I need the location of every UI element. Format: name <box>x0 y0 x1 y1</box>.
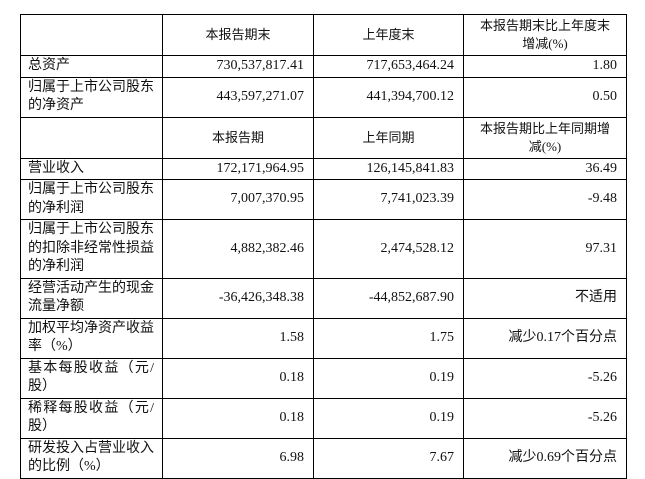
current-period-cell: -36,426,348.38 <box>162 277 314 319</box>
row-label-cell: 归属于上市公司股东的净资产 <box>20 76 163 118</box>
prior-period-cell: 126,145,841.83 <box>313 157 464 180</box>
prior-period-cell: 717,653,464.24 <box>313 55 464 78</box>
table-row: 基本每股收益（元/股） 0.18 0.19 -5.26 <box>20 357 627 399</box>
report-page: 本报告期末 上年度末 本报告期末比上年度末 增减(%) 总资产 730,537,… <box>20 14 627 479</box>
current-period-cell: 6.98 <box>162 437 314 479</box>
table-row: 稀释每股收益（元/股） 0.18 0.19 -5.26 <box>20 397 627 439</box>
table-row: 总资产 730,537,817.41 717,653,464.24 1.80 <box>20 55 627 78</box>
prior-period-cell: 0.19 <box>313 357 464 399</box>
current-period-cell: 443,597,271.07 <box>162 76 314 118</box>
prior-period-cell: 441,394,700.12 <box>313 76 464 118</box>
row-label-cell: 总资产 <box>20 55 163 78</box>
current-period-cell: 730,537,817.41 <box>162 55 314 78</box>
current-period-header: 本报告期末 <box>162 14 314 56</box>
change-cell: 减少0.69个百分点 <box>463 437 627 479</box>
change-cell: 减少0.17个百分点 <box>463 317 627 359</box>
prior-period-header: 上年度末 <box>313 14 464 56</box>
key-financials-table: 本报告期末 上年度末 本报告期末比上年度末 增减(%) 总资产 730,537,… <box>20 14 627 479</box>
change-header: 本报告期末比上年度末 增减(%) <box>463 14 627 56</box>
current-period-cell: 1.58 <box>162 317 314 359</box>
change-header: 本报告期比上年同期增 减(%) <box>463 116 627 159</box>
row-label-cell: 研发投入占营业收入的比例（%） <box>20 437 163 479</box>
row-label-cell: 经营活动产生的现金流量净额 <box>20 277 163 319</box>
change-cell: -9.48 <box>463 179 627 220</box>
current-period-cell: 7,007,370.95 <box>162 179 314 220</box>
table-row: 归属于上市公司股东的扣除非经常性损益的净利润 4,882,382.46 2,47… <box>20 219 627 279</box>
prior-period-cell: -44,852,687.90 <box>313 277 464 319</box>
table-row: 经营活动产生的现金流量净额 -36,426,348.38 -44,852,687… <box>20 277 627 319</box>
change-cell: 36.49 <box>463 157 627 180</box>
row-label-cell: 归属于上市公司股东的净利润 <box>20 179 163 220</box>
table-row: 营业收入 172,171,964.95 126,145,841.83 36.49 <box>20 157 627 180</box>
row-label-cell: 稀释每股收益（元/股） <box>20 397 163 439</box>
prior-period-cell: 1.75 <box>313 317 464 359</box>
row-label-cell: 归属于上市公司股东的扣除非经常性损益的净利润 <box>20 219 163 279</box>
table-row: 归属于上市公司股东的净利润 7,007,370.95 7,741,023.39 … <box>20 179 627 220</box>
change-cell: -5.26 <box>463 357 627 399</box>
prior-period-cell: 0.19 <box>313 397 464 439</box>
row-label-cell <box>20 14 163 56</box>
row-label-cell: 加权平均净资产收益率（%） <box>20 317 163 359</box>
current-period-cell: 0.18 <box>162 397 314 439</box>
header-row-period-end: 本报告期末 上年度末 本报告期末比上年度末 增减(%) <box>20 14 627 56</box>
change-cell: -5.26 <box>463 397 627 439</box>
current-period-cell: 4,882,382.46 <box>162 219 314 279</box>
header-row-current-period: 本报告期 上年同期 本报告期比上年同期增 减(%) <box>20 116 627 159</box>
prior-period-cell: 7.67 <box>313 437 464 479</box>
current-period-cell: 0.18 <box>162 357 314 399</box>
current-period-cell: 172,171,964.95 <box>162 157 314 180</box>
change-cell: 1.80 <box>463 55 627 78</box>
change-cell: 97.31 <box>463 219 627 279</box>
table-row: 研发投入占营业收入的比例（%） 6.98 7.67 减少0.69个百分点 <box>20 437 627 479</box>
row-label-cell <box>20 116 163 159</box>
change-cell: 不适用 <box>463 277 627 319</box>
change-cell: 0.50 <box>463 76 627 118</box>
row-label-cell: 营业收入 <box>20 157 163 180</box>
row-label-cell: 基本每股收益（元/股） <box>20 357 163 399</box>
prior-period-cell: 2,474,528.12 <box>313 219 464 279</box>
prior-period-cell: 7,741,023.39 <box>313 179 464 220</box>
current-period-header: 本报告期 <box>162 116 314 159</box>
table-row: 加权平均净资产收益率（%） 1.58 1.75 减少0.17个百分点 <box>20 317 627 359</box>
table-row: 归属于上市公司股东的净资产 443,597,271.07 441,394,700… <box>20 76 627 118</box>
prior-period-header: 上年同期 <box>313 116 464 159</box>
